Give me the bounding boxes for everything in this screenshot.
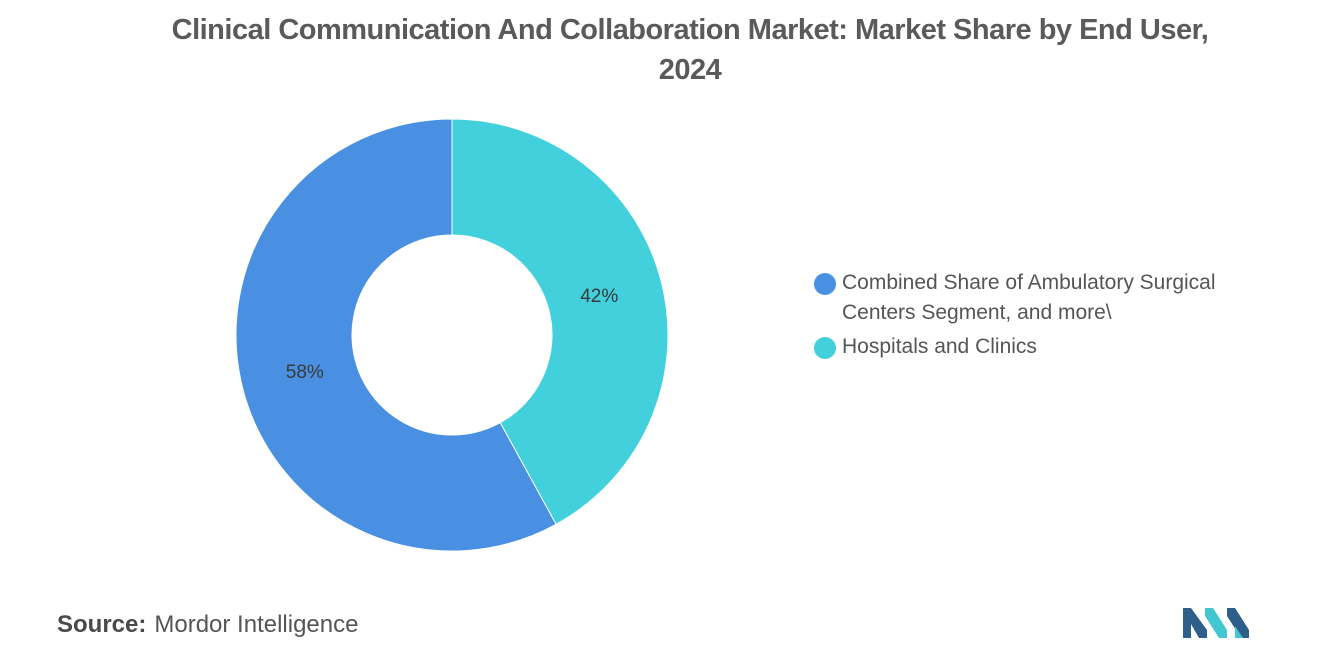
donut-slice-0[interactable]: [451, 118, 669, 525]
legend-swatch-combined: [814, 273, 836, 295]
donut-data-label-0: 42%: [580, 286, 618, 307]
legend-label-combined: Combined Share of Ambulatory Surgical Ce…: [842, 271, 1216, 324]
legend-item-hospitals[interactable]: Hospitals and Clinics: [814, 332, 1284, 362]
legend-label-hospitals: Hospitals and Clinics: [842, 335, 1037, 358]
legend-swatch-hospitals: [814, 337, 836, 359]
donut-slices: [235, 118, 669, 552]
donut-slice-1[interactable]: [235, 118, 557, 552]
chart-legend: Combined Share of Ambulatory Surgical Ce…: [814, 268, 1284, 366]
source-note: Source: Mordor Intelligence: [57, 611, 358, 639]
donut-data-labels: 42% 58%: [286, 286, 619, 383]
chart-title: Clinical Communication And Collaboration…: [171, 14, 1209, 86]
mordor-intelligence-logo-icon: [1183, 608, 1249, 638]
source-label: Source:: [57, 611, 147, 638]
source-text: Mordor Intelligence: [154, 611, 359, 638]
legend-item-combined[interactable]: Combined Share of Ambulatory Surgical Ce…: [814, 268, 1284, 328]
donut-data-label-1: 58%: [286, 362, 324, 383]
